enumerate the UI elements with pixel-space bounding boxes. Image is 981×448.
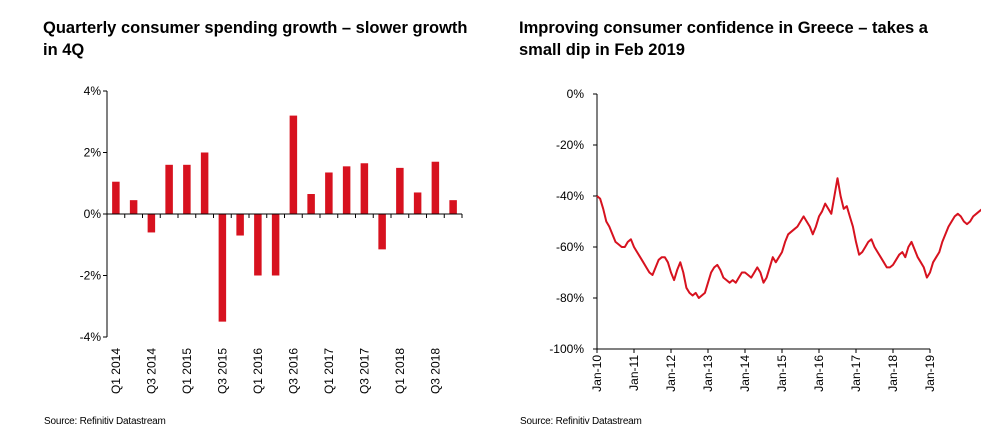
bar: [218, 214, 227, 322]
bar: [325, 172, 333, 214]
y-tick-label: 2%: [84, 146, 102, 160]
x-tick-label: Jan-12: [664, 355, 678, 392]
x-tick-label: Q3 2014: [144, 348, 158, 394]
bar: [165, 164, 173, 214]
bar: [431, 161, 440, 214]
x-tick-label: Jan-13: [701, 355, 715, 392]
bar: [147, 214, 156, 233]
x-tick-label: Jan-16: [812, 355, 826, 392]
x-tick-label: Jan-15: [775, 355, 789, 392]
bar: [129, 200, 138, 214]
bar: [360, 163, 369, 214]
x-tick-label: Jan-14: [738, 355, 752, 392]
x-tick-label: Jan-10: [590, 355, 604, 392]
bar: [183, 164, 191, 214]
x-tick-label: Q1 2018: [393, 348, 407, 394]
x-tick-label: Q1 2014: [109, 348, 123, 394]
bar: [289, 115, 298, 214]
confidence-chart-source: Source: Refinitiv Datastream: [520, 416, 642, 427]
bar: [378, 214, 386, 250]
spending-bar-chart: 4% 2% 0% -2% -4% Q1 2014 Q3 2014 Q1 2015 Q3 2015…: [80, 84, 463, 394]
y-tick-label: -20%: [556, 138, 584, 152]
bar: [271, 214, 280, 276]
x-tick-label: Q3 2015: [215, 348, 229, 394]
x-tick-label: Jan-18: [886, 355, 900, 392]
y-tick-label: 0%: [567, 87, 585, 101]
confidence-series-line: [596, 177, 981, 299]
confidence-chart-title: Improving consumer confidence in Greece …: [519, 19, 928, 59]
confidence-panel: Improving consumer confidence in Greece …: [490, 0, 981, 448]
y-tick-label: -2%: [80, 269, 102, 283]
bar: [449, 200, 457, 214]
x-tick-label: Jan-17: [849, 355, 863, 392]
bar: [200, 152, 209, 214]
y-tick-label: 4%: [84, 84, 102, 98]
y-tick-label: -4%: [80, 330, 102, 344]
spending-chart-source: Source: Refinitiv Datastream: [44, 416, 166, 427]
bar: [236, 214, 244, 236]
spending-chart-title: Quarterly consumer spending growth – slo…: [43, 19, 468, 59]
x-tick-label: Q3 2016: [286, 348, 300, 394]
y-tick-label: -60%: [556, 240, 584, 254]
x-tick-label: Jan-11: [627, 355, 641, 391]
x-tick-label: Q1 2015: [180, 348, 194, 394]
x-tick-label: Q1 2017: [322, 348, 336, 394]
spending-growth-panel: Quarterly consumer spending growth – slo…: [0, 0, 490, 448]
bar: [342, 166, 351, 214]
bar: [307, 194, 315, 214]
bar: [396, 167, 404, 214]
x-tick-label: Q3 2017: [357, 348, 371, 394]
y-tick-label: -80%: [556, 291, 584, 305]
bar: [413, 192, 422, 214]
x-tick-label: Q1 2016: [251, 348, 265, 394]
y-tick-label: -40%: [556, 189, 584, 203]
bar: [254, 214, 262, 276]
x-tick-label: Jan-19: [923, 355, 937, 392]
y-tick-label: -100%: [549, 342, 584, 356]
y-tick-label: 0%: [84, 207, 102, 221]
bar: [112, 181, 120, 214]
confidence-line-chart: 0% -20% -40% -60% -80% -100% Jan-10 Jan-11 Jan-1…: [549, 87, 981, 392]
x-tick-label: Q3 2018: [428, 348, 442, 394]
